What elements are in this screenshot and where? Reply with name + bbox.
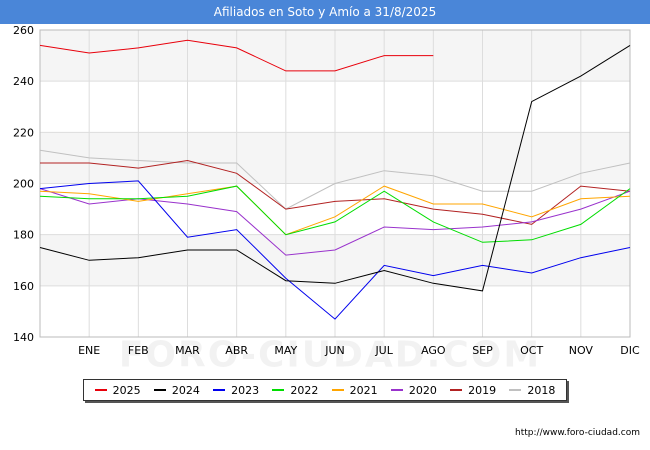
source-link[interactable]: http://www.foro-ciudad.com <box>515 428 640 438</box>
legend-label: 2025 <box>112 383 141 397</box>
legend-swatch <box>331 389 344 391</box>
x-tick-label: AGO <box>421 344 446 357</box>
chart-legend: 2025 2024 2023 2022 2021 2020 2019 2018 <box>83 379 567 401</box>
legend-swatch <box>272 389 285 391</box>
series-line-2021 <box>39 185 631 236</box>
legend-swatch <box>153 389 166 391</box>
x-tick-label: JUN <box>324 344 345 357</box>
legend-item-2019: 2019 <box>450 384 496 397</box>
x-tick-label: MAY <box>274 344 297 357</box>
y-tick-label: 160 <box>13 280 34 293</box>
series-line-2023 <box>39 180 631 320</box>
y-tick-label: 240 <box>13 75 34 88</box>
x-tick-label: MAR <box>175 344 200 357</box>
legend-item-2024: 2024 <box>153 383 200 397</box>
legend-label: 2019 <box>468 383 497 397</box>
series-line-2018 <box>39 149 631 210</box>
legend-swatch <box>450 389 463 391</box>
series-line-2022 <box>39 185 631 243</box>
y-tick-label: 260 <box>13 24 34 37</box>
legend-swatch <box>213 389 226 391</box>
legend-label: 2021 <box>349 383 378 397</box>
x-tick-label: DIC <box>620 344 640 357</box>
x-tick-label: OCT <box>520 344 543 357</box>
legend-item-2021: 2021 <box>331 383 378 397</box>
legend-label: 2022 <box>290 383 319 397</box>
series-line-2019 <box>40 159 631 225</box>
legend-swatch <box>390 389 403 391</box>
legend-item-2025: 2025 <box>94 383 141 397</box>
x-tick-label: ENE <box>78 344 100 357</box>
legend-swatch <box>509 389 522 391</box>
y-tick-label: 200 <box>13 178 34 191</box>
y-tick-label: 140 <box>13 331 34 344</box>
series-line-2025 <box>39 39 434 72</box>
legend-item-2022: 2022 <box>272 384 318 397</box>
x-tick-label: FEB <box>128 344 149 357</box>
x-tick-label: NOV <box>569 344 594 357</box>
watermark: FORO-CIUDAD.COM <box>118 334 542 376</box>
legend-label: 2024 <box>171 383 200 397</box>
legend-swatch <box>94 389 107 391</box>
x-tick-label: SEP <box>472 344 493 357</box>
y-tick-label: 180 <box>13 229 34 242</box>
legend-label: 2023 <box>231 383 260 397</box>
legend-item-2023: 2023 <box>213 384 259 397</box>
series-line-2024 <box>39 44 631 292</box>
plot-area <box>39 29 631 338</box>
legend-label: 2018 <box>527 383 556 397</box>
x-tick-label: ABR <box>225 344 248 357</box>
legend-label: 2020 <box>408 383 437 397</box>
y-tick-label: 220 <box>13 126 34 139</box>
chart-title: Afiliados en Soto y Amío a 31/8/2025 <box>0 0 650 24</box>
legend-item-2018: 2018 <box>509 384 555 397</box>
x-tick-label: JUL <box>374 344 393 357</box>
legend-item-2020: 2020 <box>390 383 437 397</box>
